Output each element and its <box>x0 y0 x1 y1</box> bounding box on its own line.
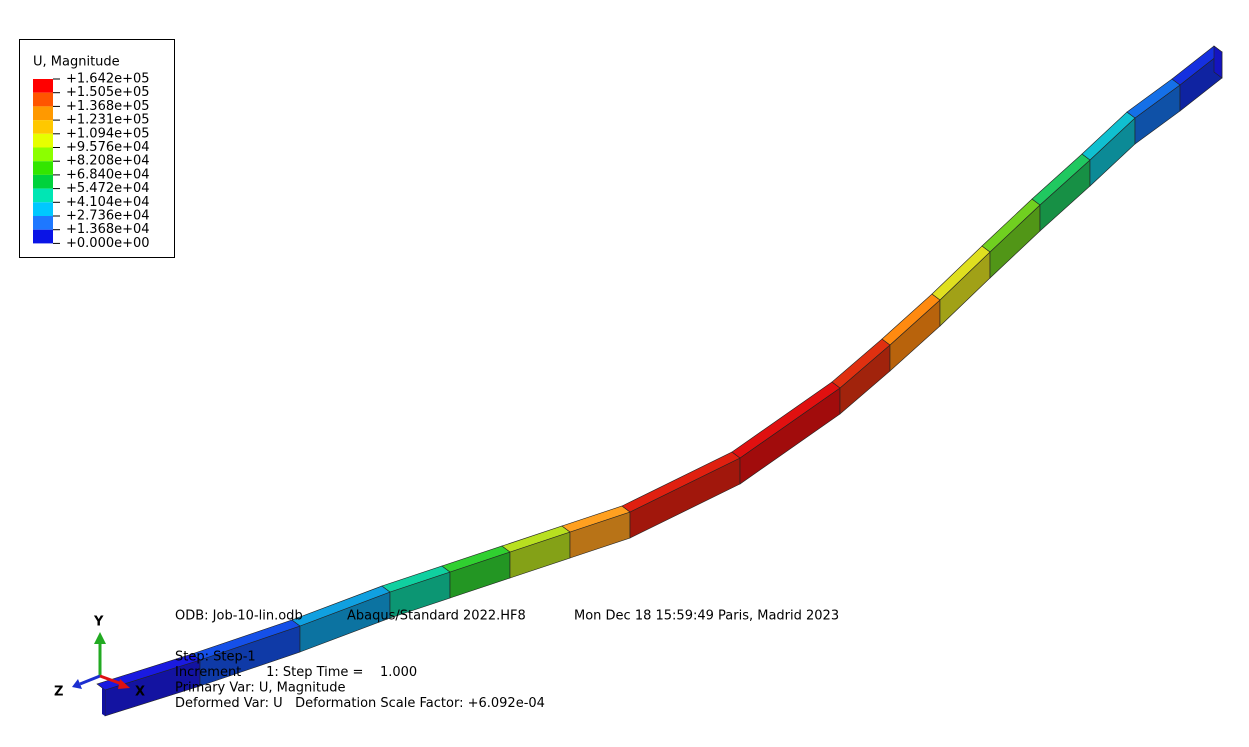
triad-z-arrow <box>72 679 82 689</box>
legend: +1.642e+05+1.505e+05+1.368e+05+1.231e+05… <box>33 72 150 251</box>
info-line: Increment 1: Step Time = 1.000 <box>175 665 417 680</box>
legend-swatch <box>33 147 53 162</box>
info-odb: ODB: Job-10-lin.odb <box>175 609 303 624</box>
info-solver: Abaqus/Standard 2022.HF8 <box>347 609 526 624</box>
legend-label: +6.840e+04 <box>66 167 150 182</box>
legend-swatch <box>33 106 53 121</box>
deformed-beam <box>96 45 1223 717</box>
legend-label: +8.208e+04 <box>66 154 150 169</box>
legend-label: +1.642e+05 <box>66 72 150 87</box>
legend-label: +1.094e+05 <box>66 126 150 141</box>
legend-label: +1.505e+05 <box>66 85 150 100</box>
info-line: Deformed Var: U Deformation Scale Factor… <box>175 696 545 711</box>
triad-x-axis <box>99 674 123 686</box>
triad-z-axis <box>79 674 101 686</box>
legend-swatch <box>33 120 53 134</box>
triad-x-label: X <box>135 685 145 700</box>
legend-swatch <box>33 229 53 244</box>
legend-swatch <box>33 202 53 216</box>
legend-swatch <box>33 79 53 93</box>
legend-label: +1.368e+05 <box>66 99 150 114</box>
legend-swatch <box>33 174 53 189</box>
triad-x-arrow <box>118 679 130 689</box>
info-line: Primary Var: U, Magnitude <box>175 681 346 696</box>
legend-title: U, Magnitude <box>33 55 120 70</box>
legend-label: +4.104e+04 <box>66 195 150 210</box>
legend-label: +2.736e+04 <box>66 209 150 224</box>
beam-start <box>102 688 105 716</box>
legend-label: +1.231e+05 <box>66 113 150 128</box>
info-line: Step: Step-1 <box>175 650 256 665</box>
beam-end <box>1213 45 1223 79</box>
info-date: Mon Dec 18 15:59:49 Paris, Madrid 2023 <box>574 609 839 624</box>
triad-y-arrow <box>94 632 106 644</box>
legend-swatch <box>33 188 53 203</box>
triad: Y Z X <box>54 615 145 700</box>
legend-swatch <box>33 133 53 148</box>
legend-label: +5.472e+04 <box>66 181 150 196</box>
legend-label: +9.576e+04 <box>66 140 150 155</box>
legend-label: +1.368e+04 <box>66 222 150 237</box>
triad-y-label: Y <box>93 615 104 630</box>
legend-label: +0.000e+00 <box>66 236 150 251</box>
legend-swatch <box>33 92 53 107</box>
legend-swatch <box>33 216 53 230</box>
legend-swatch <box>33 161 53 175</box>
triad-z-label: Z <box>54 685 63 700</box>
